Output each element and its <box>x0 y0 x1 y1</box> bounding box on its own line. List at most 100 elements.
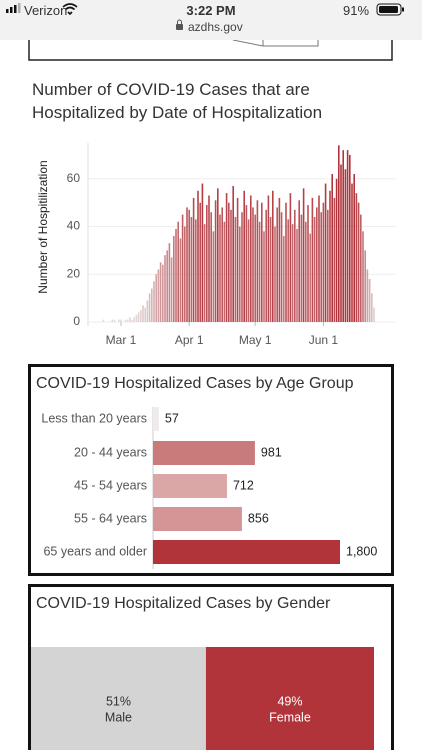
bar <box>177 221 179 322</box>
bar <box>357 202 360 322</box>
bar <box>338 145 340 322</box>
gender-panel: COVID-19 Hospitalized Cases by Gender 51… <box>28 584 394 750</box>
bar <box>366 269 369 322</box>
bar <box>324 183 327 322</box>
bar <box>331 174 333 322</box>
y-axis-label: Number of Hospitilization <box>36 160 50 293</box>
bar <box>256 200 259 322</box>
bar <box>373 307 375 322</box>
bar <box>232 185 234 322</box>
bar <box>368 279 371 322</box>
bar <box>214 200 217 322</box>
bar <box>254 214 256 322</box>
bar <box>146 300 149 322</box>
url[interactable]: azdhs.gov <box>188 20 243 34</box>
bar <box>245 205 248 322</box>
bar <box>188 209 190 322</box>
x-tick-label: Jun 1 <box>309 333 339 347</box>
bar <box>333 197 336 322</box>
value-label: 51% <box>106 694 131 708</box>
bar <box>195 219 197 322</box>
bar <box>261 202 263 322</box>
bar <box>153 540 340 564</box>
chart-title: COVID-19 Hospitalized Cases by Gender <box>36 595 331 612</box>
bar <box>239 226 241 322</box>
category-label: Less than 20 years <box>41 411 147 425</box>
y-tick-label: 0 <box>73 314 80 328</box>
chart-title: COVID-19 Hospitalized Cases by Age Group <box>36 375 354 392</box>
bar <box>252 207 254 322</box>
bar <box>258 221 261 322</box>
bar <box>170 257 173 322</box>
bar <box>221 207 223 322</box>
bar <box>228 202 230 322</box>
bar <box>267 195 270 322</box>
bar <box>327 209 329 322</box>
chart-title: Number of COVID-19 Cases that are Hospit… <box>32 80 323 122</box>
bar <box>236 197 239 322</box>
bar <box>155 274 157 322</box>
bar <box>335 178 338 322</box>
bar <box>355 193 358 322</box>
age-group-chart: Less than 20 years 57 20 - 44 years 981 45 -… <box>41 407 377 569</box>
bar <box>296 228 298 322</box>
bar <box>208 195 210 322</box>
category-label: 65 years and older <box>43 544 147 558</box>
bar <box>272 190 274 322</box>
bar <box>305 221 307 322</box>
bar <box>234 216 237 322</box>
bar <box>371 293 373 322</box>
x-tick-label: Apr 1 <box>175 333 204 347</box>
bar <box>197 190 199 322</box>
value-label: 981 <box>261 445 282 459</box>
bar <box>190 216 193 322</box>
bar <box>298 200 300 322</box>
bar <box>280 212 283 322</box>
bar <box>302 188 305 322</box>
bar <box>140 310 142 322</box>
bar <box>113 319 116 322</box>
bar <box>320 212 322 322</box>
category-label: Female <box>269 710 311 724</box>
bar <box>265 209 267 322</box>
bar <box>181 214 184 322</box>
bar <box>329 190 331 322</box>
carrier: Verizon <box>24 3 68 18</box>
bar <box>291 224 294 322</box>
status-bar: Verizon 3:22 PM azdhs.gov 91% <box>0 0 422 40</box>
bar <box>175 228 177 322</box>
bar <box>219 214 221 322</box>
bar <box>153 407 159 431</box>
bar <box>269 216 272 322</box>
bar <box>148 293 151 322</box>
bar <box>318 195 320 322</box>
bar <box>263 231 265 322</box>
bar <box>243 190 245 322</box>
bar <box>225 193 228 322</box>
bar <box>351 183 353 322</box>
category-label: 55 - 64 years <box>74 511 147 525</box>
bar <box>118 319 120 322</box>
bar <box>274 226 276 322</box>
category-label: 20 - 44 years <box>74 445 147 459</box>
bar <box>223 221 226 322</box>
bar <box>230 209 232 322</box>
bar <box>353 174 355 322</box>
bar <box>364 250 366 322</box>
bar <box>137 312 140 322</box>
bar <box>131 319 133 322</box>
bar <box>241 212 243 322</box>
value-label: 856 <box>248 511 269 525</box>
bar <box>313 216 316 322</box>
bar <box>173 236 175 322</box>
hospitalization-chart: Number of Hospitilization 0 20 40 60 Mar 1 Ap… <box>36 143 396 347</box>
segment <box>205 647 374 750</box>
bar <box>212 231 215 322</box>
bar <box>217 188 219 322</box>
bar <box>203 224 206 322</box>
gender-chart: 51% Male 49% Female <box>31 647 374 750</box>
x-tick-label: Mar 1 <box>106 333 137 347</box>
y-tick-label: 20 <box>67 266 81 280</box>
bar <box>247 219 250 322</box>
